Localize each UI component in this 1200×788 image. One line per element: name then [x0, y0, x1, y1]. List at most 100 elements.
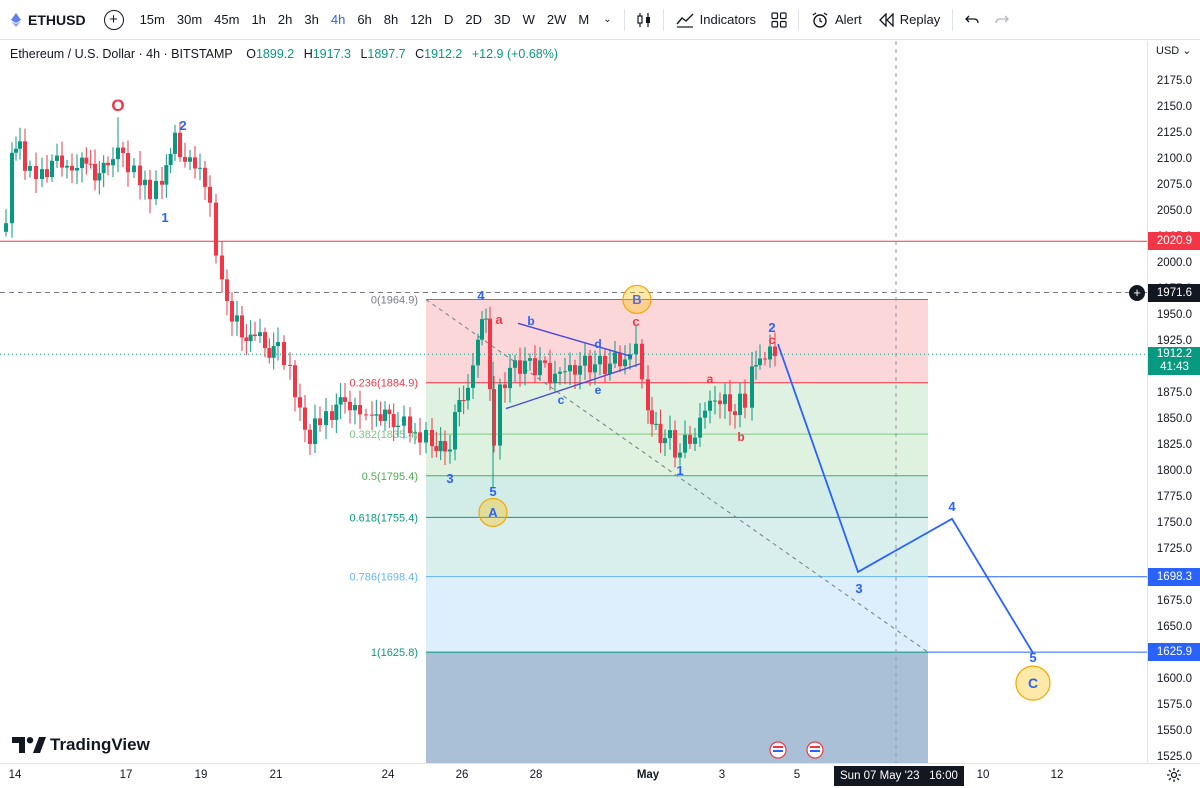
candle-body — [430, 429, 434, 447]
price-tick: 2000.0 — [1156, 257, 1192, 269]
interval-2h[interactable]: 2h — [277, 11, 293, 27]
legend-high: 1917.3 — [312, 47, 351, 61]
candle-body — [10, 152, 14, 224]
candle-body — [248, 334, 253, 342]
candle-body — [438, 440, 443, 452]
interval-12h[interactable]: 12h — [410, 11, 432, 27]
wave-label: c — [769, 333, 776, 347]
tradingview-logo-icon — [12, 737, 46, 753]
alert-button[interactable]: Alert — [803, 0, 870, 40]
wave-label: 2 — [179, 118, 186, 133]
currency-selector[interactable]: USD ⌄ — [1156, 45, 1192, 57]
compare-symbol-icon[interactable]: + — [103, 9, 124, 30]
candle-body — [448, 449, 452, 452]
interval-2w[interactable]: 2W — [546, 11, 567, 27]
candle-body — [558, 371, 562, 374]
candle-body — [758, 358, 762, 366]
time-tick: 28 — [529, 769, 543, 781]
wave-label: c — [558, 393, 565, 407]
candle-body — [253, 334, 257, 337]
candle-body — [618, 352, 622, 367]
candle-body — [628, 354, 632, 360]
candle-body — [298, 397, 302, 408]
candle-body — [583, 355, 587, 366]
candle-body — [773, 346, 777, 357]
candle-body — [650, 410, 654, 425]
candle-body — [613, 352, 617, 364]
price-scale[interactable]: USD ⌄ 2175.0 2150.0 2125.0 2100.0 2075.0 2050… — [1129, 41, 1200, 763]
redo-icon[interactable] — [987, 0, 1017, 40]
us-flag-event-icon — [810, 746, 820, 748]
add-price-alert-icon[interactable]: + — [1129, 284, 1145, 301]
interval-45m[interactable]: 45m — [214, 11, 240, 27]
candle-body — [313, 418, 317, 445]
candle-body — [324, 411, 328, 426]
time-tick: 26 — [455, 769, 469, 781]
candle-body — [663, 438, 667, 444]
candle-body — [768, 346, 772, 360]
candle-body — [424, 429, 428, 443]
interval-m[interactable]: M — [578, 11, 590, 27]
candle-body — [318, 418, 322, 426]
price-tick: 1675.0 — [1156, 595, 1192, 607]
wave-label: 3 — [855, 581, 862, 596]
candle-body — [640, 343, 644, 380]
wave-label: b — [737, 430, 744, 444]
wave-label: 4 — [477, 288, 485, 303]
fib-trend-line — [425, 299, 929, 653]
interval-8h[interactable]: 8h — [383, 11, 399, 27]
candle-body — [728, 394, 732, 412]
chart-pane[interactable]: Ethereum / U.S. Dollar · 4h · BITSTAMP O… — [0, 41, 1147, 763]
candle-body — [193, 157, 197, 169]
templates-grid-icon[interactable] — [764, 0, 794, 40]
gear-icon[interactable] — [1166, 767, 1182, 783]
price-plot[interactable]: 0(1964.9) 0.236(1884.9) 0.382(1835.4) 0.5(1… — [0, 41, 1147, 763]
indicators-button[interactable]: Indicators — [668, 0, 764, 40]
interval-4h[interactable]: 4h — [330, 11, 346, 27]
toolbar-divider — [623, 8, 625, 31]
legend-close: 1912.2 — [424, 47, 463, 61]
candle-body — [240, 315, 244, 338]
interval-2d[interactable]: 2D — [465, 11, 482, 27]
candle-body — [4, 223, 8, 232]
candle-body — [518, 360, 522, 374]
price-tick: 1875.0 — [1156, 387, 1192, 399]
interval-30m[interactable]: 30m — [176, 11, 203, 27]
candle-body — [654, 423, 658, 425]
wave-label: 3 — [446, 471, 453, 486]
candle-body — [387, 409, 392, 414]
toolbar-divider — [798, 8, 799, 31]
candle-body — [578, 365, 582, 375]
candle-body — [713, 400, 717, 402]
undo-icon[interactable] — [957, 0, 987, 40]
chart-type-candles-icon[interactable] — [629, 0, 659, 40]
symbol-search[interactable]: ETHUSD — [0, 0, 96, 40]
price-tick: 2100.0 — [1156, 153, 1192, 165]
candle-body — [214, 202, 218, 256]
intervals-dropdown-icon[interactable]: ⌄ — [603, 14, 612, 25]
wave-label: e — [595, 383, 602, 397]
candle-body — [503, 384, 507, 389]
candle-body — [258, 332, 262, 337]
interval-d[interactable]: D — [443, 11, 454, 27]
legend-change: +12.9 (+0.68%) — [471, 47, 559, 61]
candle-body — [528, 358, 532, 361]
interval-6h[interactable]: 6h — [357, 11, 372, 27]
interval-w[interactable]: W — [522, 11, 535, 27]
time-scale[interactable]: Sun 07 May '23 16:00 14 17 19 21 24 26 28 May 3 5… — [0, 763, 1200, 788]
wave-label: 5 — [1029, 650, 1036, 665]
candle-body — [303, 407, 307, 430]
price-tick: 1950.0 — [1156, 309, 1192, 321]
replay-button[interactable]: Replay — [870, 0, 948, 40]
interval-3h[interactable]: 3h — [304, 11, 319, 27]
candle-body — [208, 186, 212, 203]
candle-body — [183, 157, 187, 162]
wave-label: B — [632, 292, 641, 307]
price-tick: 2150.0 — [1156, 101, 1192, 113]
wave-label: b — [527, 314, 534, 328]
candle-body — [457, 399, 462, 413]
interval-1h[interactable]: 1h — [251, 11, 266, 27]
interval-15m[interactable]: 15m — [139, 11, 165, 27]
candle-body — [413, 432, 417, 434]
interval-3d[interactable]: 3D — [493, 11, 511, 27]
